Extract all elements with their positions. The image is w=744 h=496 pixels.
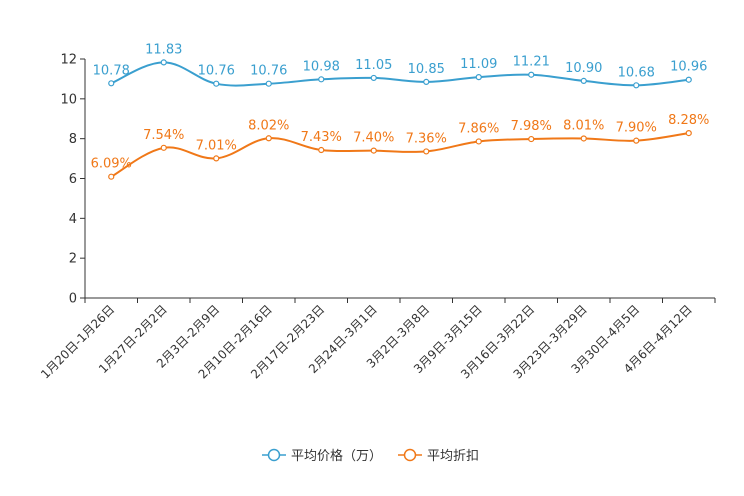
data-point: [423, 78, 430, 86]
data-point: [685, 129, 692, 137]
legend-label: 平均折扣: [427, 449, 479, 464]
data-point: [685, 76, 692, 83]
y-tick-label: 4: [69, 212, 77, 227]
series-1: 10.78 11.83 10.76 10.76 10.98 11.05 10.85 11.09…: [93, 42, 707, 89]
legend-item-1: 平均价格（万）: [262, 448, 382, 464]
data-point: [108, 173, 115, 180]
y-tick-label: 12: [60, 53, 77, 68]
series-line: [110, 132, 689, 178]
legend: 平均价格（万） 平均折扣: [262, 448, 479, 464]
data-label: 7.36%: [406, 131, 447, 146]
legend-label: 平均价格（万）: [291, 448, 382, 464]
data-label: 7.98%: [511, 119, 552, 134]
data-label: 7.86%: [458, 121, 499, 136]
data-point: [318, 146, 325, 154]
data-point: [528, 135, 535, 143]
data-label: 10.76: [198, 64, 235, 79]
data-label: 8.02%: [248, 118, 289, 133]
data-point: [475, 74, 482, 81]
data-point: [213, 155, 220, 162]
series-line: [110, 61, 689, 87]
data-label: 8.01%: [563, 118, 604, 133]
data-label: 7.90%: [616, 121, 657, 136]
data-label: 10.78: [93, 63, 130, 78]
data-label: 10.76: [250, 64, 287, 79]
data-label: 10.85: [408, 62, 445, 77]
data-label: 7.01%: [196, 138, 237, 153]
y-tick-label: 8: [69, 132, 77, 147]
data-point: [160, 59, 167, 66]
y-tick-label: 10: [60, 92, 77, 107]
data-label: 11.21: [513, 55, 550, 70]
data-label: 7.54%: [143, 128, 184, 143]
data-point: [108, 80, 115, 87]
data-label: 6.09%: [91, 157, 132, 172]
data-point: [370, 147, 377, 154]
y-tick-label: 2: [69, 252, 77, 267]
data-point: [475, 138, 482, 145]
data-label: 10.68: [618, 65, 655, 80]
data-label: 7.43%: [301, 130, 342, 145]
axes: 0246810121月20日-1月26日1月27日-2月2日2月3日-2月9日2…: [38, 53, 716, 382]
data-label: 11.05: [355, 58, 392, 73]
series-layer: 10.78 11.83 10.76 10.76 10.98 11.05 10.85 11.09…: [91, 42, 709, 180]
legend-marker: [267, 448, 281, 462]
legend-item-2: 平均折扣: [398, 448, 479, 464]
data-point: [265, 135, 272, 142]
y-tick-label: 0: [69, 292, 77, 307]
data-label: 10.90: [565, 61, 602, 76]
data-point: [633, 137, 640, 144]
data-point: [370, 74, 377, 82]
data-point: [318, 76, 325, 83]
y-tick-label: 6: [69, 172, 77, 187]
data-label: 7.40%: [353, 131, 394, 146]
data-point: [633, 82, 640, 89]
data-label: 8.28%: [668, 113, 709, 128]
data-point: [528, 71, 535, 78]
data-point: [580, 77, 587, 85]
data-point: [423, 148, 430, 155]
data-label: 10.98: [303, 59, 340, 74]
data-label: 10.96: [670, 60, 707, 75]
legend-marker: [403, 448, 417, 462]
data-point: [265, 80, 272, 87]
series-2: 6.09% 7.54% 7.01% 8.02% 7.43% 7.40% 7.36% 7.86%…: [91, 113, 709, 180]
data-point: [580, 135, 587, 142]
data-point: [160, 144, 167, 151]
data-label: 11.83: [145, 42, 182, 57]
data-point: [213, 80, 220, 87]
data-label: 11.09: [460, 57, 497, 72]
